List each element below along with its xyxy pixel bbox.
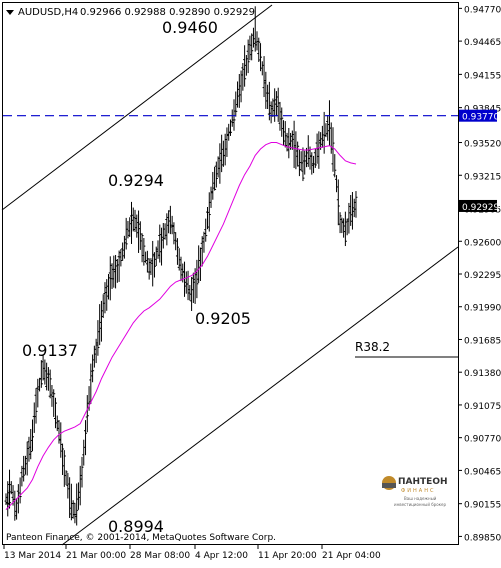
y-tick-label: 0.91990 [464, 304, 501, 314]
y-tick-label: 0.90155 [464, 501, 501, 511]
moving-average-line [5, 142, 357, 510]
x-tick-label: 11 Apr 20:00 [258, 551, 317, 561]
logo-caption-1: Ваш надежный [404, 496, 437, 501]
channel-lower-line[interactable] [61, 246, 459, 546]
y-tick-label: 0.93215 [464, 172, 501, 182]
y-axis: 0.94770 0.94465 0.94155 0.93845 0.93520 0.932… [458, 5, 501, 543]
y-tick-label: 0.93520 [464, 140, 501, 150]
logo-sub: ФИНАНС [401, 488, 435, 494]
current-price-badge-bg [459, 199, 497, 212]
annotation-swing: 0.9294 [108, 171, 164, 190]
y-tick-label: 0.89850 [464, 533, 501, 543]
plot-frame [2, 2, 459, 545]
copyright-text: Panteon Finance, © 2001-2014, MetaQuotes… [6, 533, 276, 543]
ohlc-values: 0.92966 0.92988 0.92890 0.92929 [80, 7, 255, 18]
x-tick-label: 21 Apr 04:00 [322, 551, 381, 561]
logo-caption-2: инвестиционный брокер [394, 502, 447, 507]
y-tick-label: 0.90465 [464, 467, 501, 477]
logo-emblem-base [382, 483, 396, 488]
x-axis: 13 Mar 2014 21 Mar 00:00 28 Mar 08:00 4 Apr… [3, 545, 381, 561]
level-price-badge-bg [459, 109, 497, 122]
annotation-pullback: 0.9205 [195, 309, 251, 328]
y-tick-label: 0.92600 [464, 238, 501, 248]
y-tick-label: 0.91075 [464, 402, 501, 412]
annotation-low: 0.8994 [108, 517, 164, 536]
y-tick-label: 0.94155 [464, 71, 501, 81]
y-tick-label: 0.90770 [464, 435, 501, 445]
annotation-high: 0.9460 [162, 18, 218, 37]
symbol-label: AUDUSD,H4 [18, 7, 78, 18]
price-bars [4, 6, 358, 526]
x-tick-label: 4 Apr 12:00 [195, 551, 248, 561]
level-price-badge: 0.93770 [462, 113, 499, 123]
y-tick-label: 0.93845 [464, 105, 501, 115]
logo-name: ПАНТЕОН [398, 477, 448, 487]
annotation-r382: R38.2 [355, 340, 390, 354]
x-tick-label: 21 Mar 00:00 [66, 551, 126, 561]
panteon-logo: ПАНТЕОН ФИНАНС Ваш надежный инвестиционн… [382, 476, 448, 507]
y-tick-label: 0.91685 [464, 336, 501, 346]
channel-upper-line[interactable] [1, 4, 273, 211]
x-tick-label: 28 Mar 08:00 [130, 551, 190, 561]
current-price-badge: 0.92929 [462, 203, 499, 213]
y-tick-label: 0.94465 [464, 38, 501, 48]
y-tick-label: 0.94770 [464, 5, 501, 15]
chart-header: AUDUSD,H4 0.92966 0.92988 0.92890 0.9292… [6, 7, 255, 18]
annotation-early: 0.9137 [22, 341, 78, 360]
x-tick-label: 13 Mar 2014 [4, 551, 61, 561]
y-tick-label: 0.91380 [464, 369, 501, 379]
y-tick-label: 0.92295 [464, 271, 501, 281]
dropdown-triangle-icon[interactable] [6, 10, 14, 15]
